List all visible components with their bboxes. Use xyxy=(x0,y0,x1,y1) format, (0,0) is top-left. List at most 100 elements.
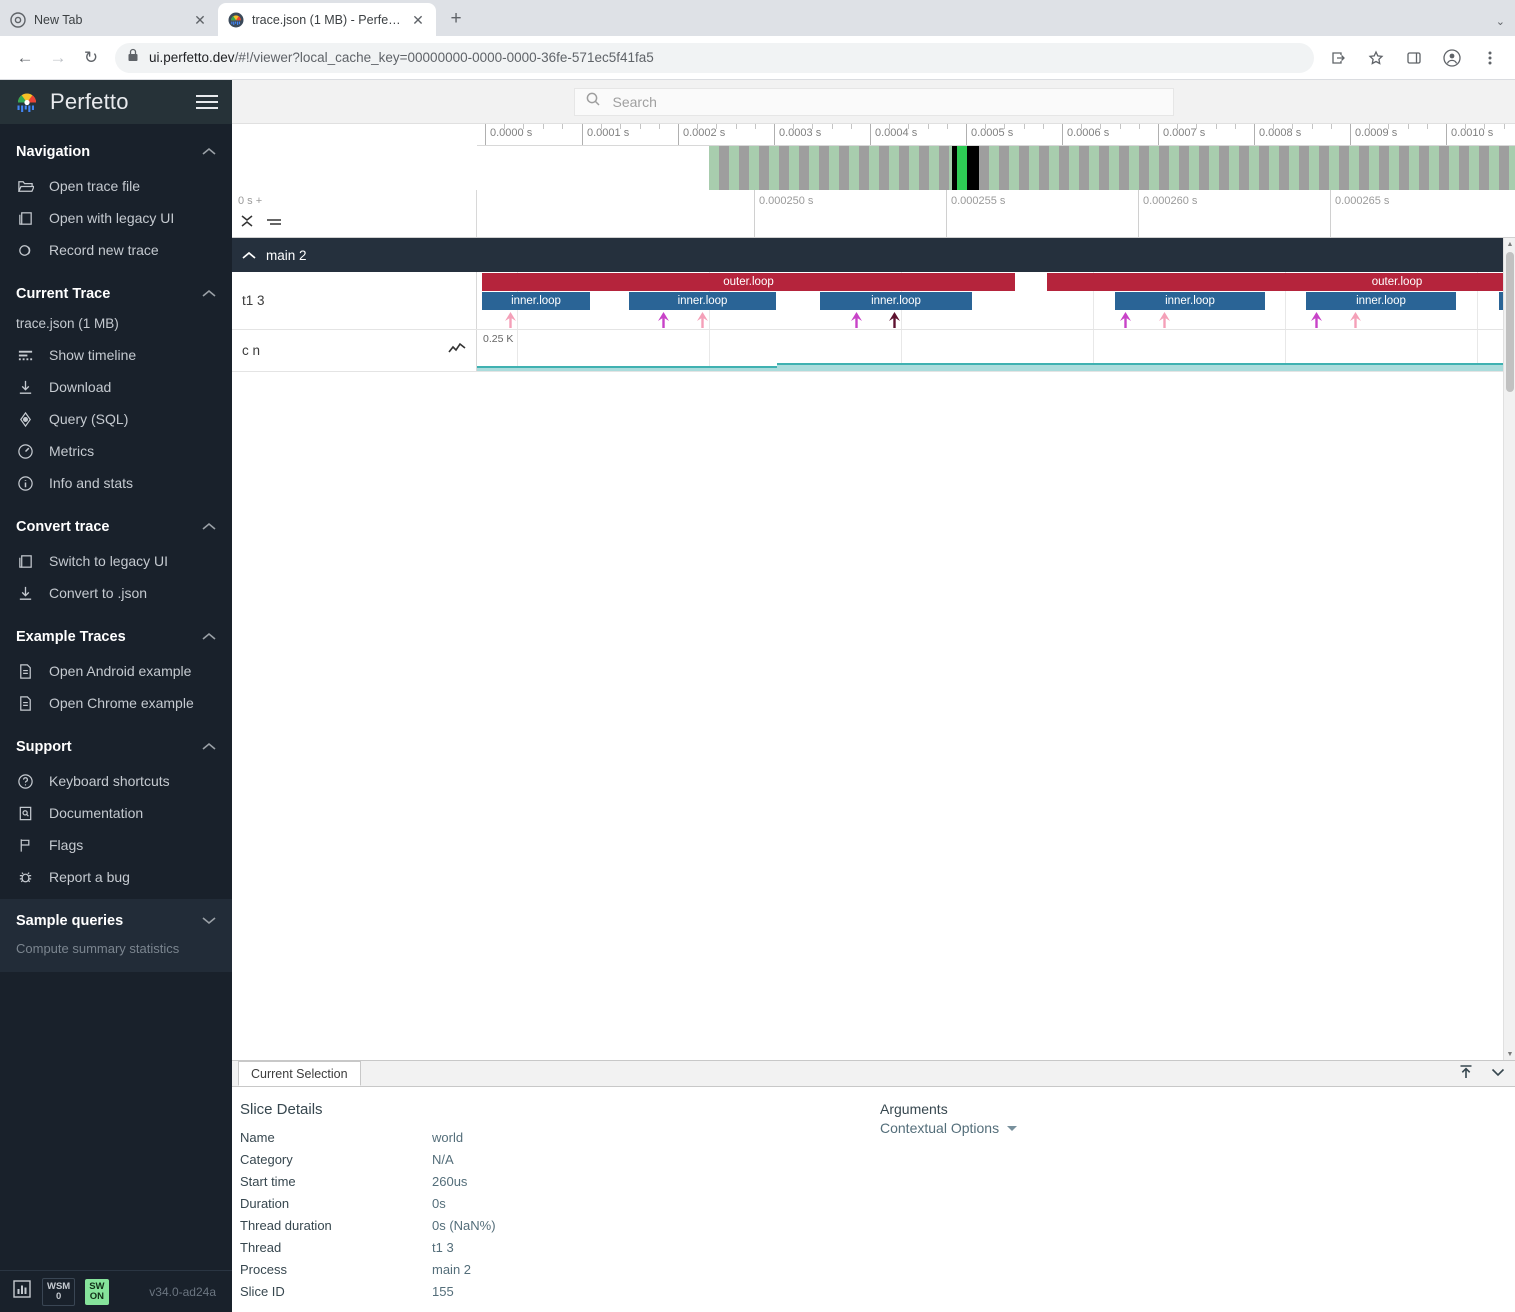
overview-timeline[interactable]: 0.0000 s 0.0001 s 0.0002 s 0.0003 s 0.0004 s… xyxy=(232,124,1515,190)
timeline-origin-label: 0 s + xyxy=(238,195,263,207)
sidebar-item-label: Report a bug xyxy=(49,869,130,885)
sidebar-item-open-android-example[interactable]: Open Android example xyxy=(0,655,232,687)
chevron-up-icon[interactable] xyxy=(242,248,256,263)
track-shell-thread[interactable]: t1 3 xyxy=(232,272,477,329)
sidebar: Perfetto Navigation Open trace file xyxy=(0,80,232,1312)
counter-track-canvas[interactable]: 0.25 K xyxy=(477,330,1515,371)
sidebar-item-show-timeline[interactable]: Show timeline xyxy=(0,339,232,371)
bar-chart-icon[interactable] xyxy=(12,1279,32,1304)
kebab-menu-icon[interactable] xyxy=(1475,43,1505,73)
sidebar-section-header[interactable]: Sample queries xyxy=(0,899,232,939)
minimap-band xyxy=(1289,146,1299,190)
thread-track-canvas[interactable]: outer.loop outer.loop inner.loop inner.loop… xyxy=(477,272,1515,329)
new-tab-button[interactable]: + xyxy=(450,8,462,29)
service-worker-status-badge[interactable]: SW ON xyxy=(85,1278,109,1305)
browser-tab-perfetto[interactable]: trace.json (1 MB) - Perfetto UI ✕ xyxy=(218,3,436,36)
slice-outer-loop[interactable]: outer.loop xyxy=(1047,273,1515,291)
sidebar-item-keyboard-shortcuts[interactable]: Keyboard shortcuts xyxy=(0,765,232,797)
contextual-options-dropdown[interactable]: Contextual Options xyxy=(880,1120,1018,1136)
minimap-viewport-selection[interactable] xyxy=(957,146,967,190)
process-group-label: main 2 xyxy=(266,247,307,263)
browser-tab-new-tab[interactable]: New Tab ✕ xyxy=(0,3,218,36)
sidebar-section-header[interactable]: Example Traces xyxy=(0,615,232,655)
profile-icon[interactable] xyxy=(1437,43,1467,73)
expand-all-icon[interactable] xyxy=(266,215,282,233)
search-input[interactable]: Search xyxy=(573,87,1174,116)
sidebar-item-documentation[interactable]: Documentation xyxy=(0,797,232,829)
slice-inner-loop[interactable]: inner.loop xyxy=(1115,292,1265,310)
sidebar-item-query-sql[interactable]: Query (SQL) xyxy=(0,403,232,435)
detail-row: Name world xyxy=(240,1126,880,1148)
wasm-status-badge[interactable]: WSM 0 xyxy=(42,1277,76,1306)
minimap-band xyxy=(739,146,749,190)
lock-icon xyxy=(127,48,139,67)
share-icon[interactable] xyxy=(1323,43,1353,73)
slice-inner-loop[interactable]: inner.loop xyxy=(820,292,972,310)
timeline-gridline xyxy=(1477,330,1478,371)
instant-event-marker[interactable] xyxy=(658,312,669,328)
overview-tick-label: 0.0001 s xyxy=(587,127,630,139)
scroll-down-icon[interactable]: ▼ xyxy=(1506,1050,1514,1058)
instant-event-marker[interactable] xyxy=(851,312,862,328)
sidebar-section-header[interactable]: Convert trace xyxy=(0,505,232,545)
sidebar-section-header[interactable]: Support xyxy=(0,725,232,765)
instant-event-marker[interactable] xyxy=(1120,312,1131,328)
sidebar-item-info-and-stats[interactable]: Info and stats xyxy=(0,467,232,499)
overview-minor-tick xyxy=(908,124,910,129)
back-button[interactable]: ← xyxy=(16,47,34,67)
minimap-viewport-selection[interactable] xyxy=(952,146,957,190)
minimap-band xyxy=(909,146,919,190)
instant-event-marker[interactable] xyxy=(889,312,900,328)
minimap-band xyxy=(1399,146,1409,190)
overview-minor-tick xyxy=(658,124,660,129)
sidebar-item-flags[interactable]: Flags xyxy=(0,829,232,861)
overview-minor-tick xyxy=(1292,124,1294,129)
close-icon[interactable]: ✕ xyxy=(412,11,424,28)
arrow-to-top-icon[interactable] xyxy=(1457,1063,1475,1086)
sidebar-item-metrics[interactable]: Metrics xyxy=(0,435,232,467)
minimap-band xyxy=(1299,146,1309,190)
timeline-ruler: 0 s + 0.000250 s 0.000255 s 0.000260 s 0.00… xyxy=(232,190,1515,238)
instant-event-marker[interactable] xyxy=(1159,312,1170,328)
reload-button[interactable]: ↻ xyxy=(83,47,99,67)
instant-event-marker[interactable] xyxy=(505,312,516,328)
sidebar-section-header[interactable]: Current Trace xyxy=(0,272,232,312)
collapse-all-icon[interactable] xyxy=(240,214,254,233)
slice-inner-loop[interactable]: inner.loop xyxy=(482,292,590,310)
slice-outer-loop[interactable]: outer.loop xyxy=(482,273,1015,291)
sidebar-item-convert-to-json[interactable]: Convert to .json xyxy=(0,577,232,609)
side-panel-icon[interactable] xyxy=(1399,43,1429,73)
sidebar-item-report-a-bug[interactable]: Report a bug xyxy=(0,861,232,893)
instant-event-marker[interactable] xyxy=(1350,312,1361,328)
forward-button[interactable]: → xyxy=(49,47,67,67)
instant-event-marker[interactable] xyxy=(697,312,708,328)
sidebar-item-download[interactable]: Download xyxy=(0,371,232,403)
address-bar[interactable]: ui.perfetto.dev/#!/viewer?local_cache_ke… xyxy=(115,42,1314,73)
close-icon[interactable]: ✕ xyxy=(194,11,206,28)
sidebar-item-open-chrome-example[interactable]: Open Chrome example xyxy=(0,687,232,719)
slice-inner-loop[interactable]: inner.loop xyxy=(629,292,776,310)
sidebar-item-open-with-legacy-ui[interactable]: Open with legacy UI xyxy=(0,202,232,234)
chevron-down-icon[interactable] xyxy=(1489,1063,1507,1086)
slice-inner-loop[interactable]: inner.loop xyxy=(1306,292,1456,310)
minimap-band xyxy=(819,146,829,190)
process-group-header[interactable]: main 2 xyxy=(232,238,1515,272)
track-shell-counter[interactable]: c n xyxy=(232,330,477,371)
sidebar-item-record-new-trace[interactable]: Record new trace xyxy=(0,234,232,266)
scrollbar-thumb[interactable] xyxy=(1506,252,1514,392)
hamburger-icon[interactable] xyxy=(196,95,218,109)
instant-event-marker[interactable] xyxy=(1311,312,1322,328)
star-icon[interactable] xyxy=(1361,43,1391,73)
timeline-gridline xyxy=(709,330,710,371)
overview-minor-tick xyxy=(985,124,987,129)
scroll-up-icon[interactable]: ▲ xyxy=(1506,240,1514,248)
sidebar-item-switch-to-legacy-ui[interactable]: Switch to legacy UI xyxy=(0,545,232,577)
sidebar-item-open-trace-file[interactable]: Open trace file xyxy=(0,170,232,202)
sidebar-section-header[interactable]: Navigation xyxy=(0,130,232,170)
track-scrollbar[interactable]: ▲ ▼ xyxy=(1503,238,1515,1060)
minimap-viewport-selection[interactable] xyxy=(967,146,979,190)
tab-current-selection[interactable]: Current Selection xyxy=(238,1061,361,1086)
overview-minimap[interactable] xyxy=(709,146,1515,190)
overview-tick-label: 0.0005 s xyxy=(971,127,1014,139)
window-controls[interactable]: ⌄ xyxy=(1495,16,1505,28)
